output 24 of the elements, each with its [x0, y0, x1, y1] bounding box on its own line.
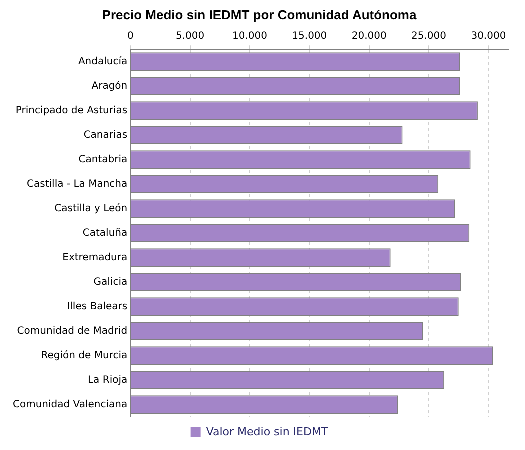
y-tick-label: La Rioja [88, 374, 128, 386]
y-tick-label: Castilla - La Mancha [27, 178, 128, 190]
y-tick-label: Cataluña [82, 228, 128, 239]
y-tick-label: Galicia [94, 276, 128, 288]
x-tick-label: 15.000 [292, 31, 328, 42]
y-tick-label: Comunidad de Madrid [17, 326, 128, 337]
x-tick-label: 20.000 [352, 31, 387, 42]
y-tick-label: Extremadura [62, 252, 128, 264]
y-tick-label: Canarias [84, 130, 128, 141]
x-tick-label: 10.000 [232, 31, 268, 42]
y-tick-label: Principado de Asturias [16, 105, 128, 116]
x-tick-label: 5.000 [176, 31, 205, 42]
x-tick-label: 25.000 [412, 31, 447, 42]
legend-label: Valor Medio sin IEDMT [206, 425, 328, 438]
y-tick-label: Castilla y León [54, 203, 128, 214]
y-tick-label: Illes Balears [67, 301, 128, 312]
y-tick-label: Aragón [92, 80, 128, 92]
chart-title: Precio Medio sin IEDMT por Comunidad Autónoma [102, 7, 418, 22]
x-tick-label: 30.000 [471, 31, 506, 42]
x-tick-label: 0 [127, 31, 134, 42]
y-tick-label: Comunidad Valenciana [12, 399, 128, 410]
y-tick-label: Región de Murcia [41, 350, 128, 362]
y-tick-label: Cantabria [78, 154, 128, 166]
y-tick-label: Andalucía [78, 56, 128, 68]
